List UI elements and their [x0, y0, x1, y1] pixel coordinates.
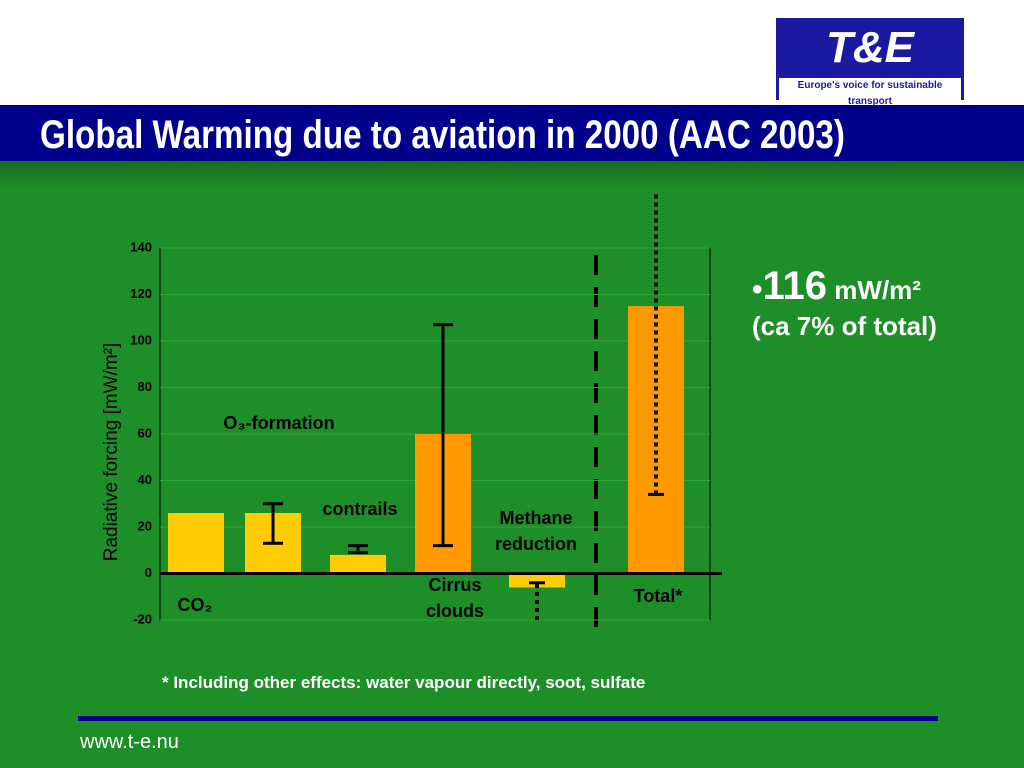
y-tick-label: 80: [138, 379, 152, 394]
y-tick-label: 40: [138, 472, 152, 487]
bar: [168, 513, 224, 574]
title: Global Warming due to aviation in 2000 (…: [40, 113, 845, 157]
y-tick-label: -20: [133, 611, 152, 626]
category-label: O₃-formation: [223, 413, 335, 433]
bar: [628, 306, 684, 574]
logo: T&E Europe's voice for sustainable trans…: [776, 18, 964, 110]
y-tick-label: 140: [130, 239, 152, 254]
y-tick-label: 60: [138, 425, 152, 440]
bar: [330, 554, 386, 574]
url: www.t-e.nu: [80, 731, 179, 753]
category-label: Total*: [633, 586, 683, 606]
y-tick-label: 120: [130, 286, 152, 301]
highlight: 116 mW/m² (ca 7% of total): [752, 264, 937, 344]
logo-tagline: Europe's voice for sustainable transport: [779, 78, 961, 110]
title-bar: Global Warming due to aviation in 2000 (…: [0, 105, 1024, 161]
category-label: contrails: [322, 499, 398, 519]
bar: [509, 573, 565, 588]
category-label: CO₂: [177, 595, 213, 615]
y-tick-label: 20: [138, 518, 152, 533]
y-tick-label: 100: [130, 332, 152, 347]
error-bar: [433, 323, 453, 548]
error-bar: [263, 502, 283, 545]
shade: [0, 161, 1024, 191]
y-tick-label: 0: [145, 565, 152, 580]
highlight-note: (ca 7% of total): [752, 311, 937, 341]
y-axis-label: Radiative forcing [mW/m²]: [101, 343, 122, 562]
footnote: * Including other effects: water vapour …: [162, 673, 646, 692]
category-label: Methane reduction: [494, 508, 577, 554]
logo-name: T&E: [826, 23, 914, 72]
highlight-unit: mW/m²: [834, 275, 921, 305]
rule: [78, 716, 938, 721]
highlight-value: 116: [752, 264, 827, 308]
category-label: Cirrus clouds: [425, 575, 484, 621]
error-bar: [348, 544, 368, 555]
